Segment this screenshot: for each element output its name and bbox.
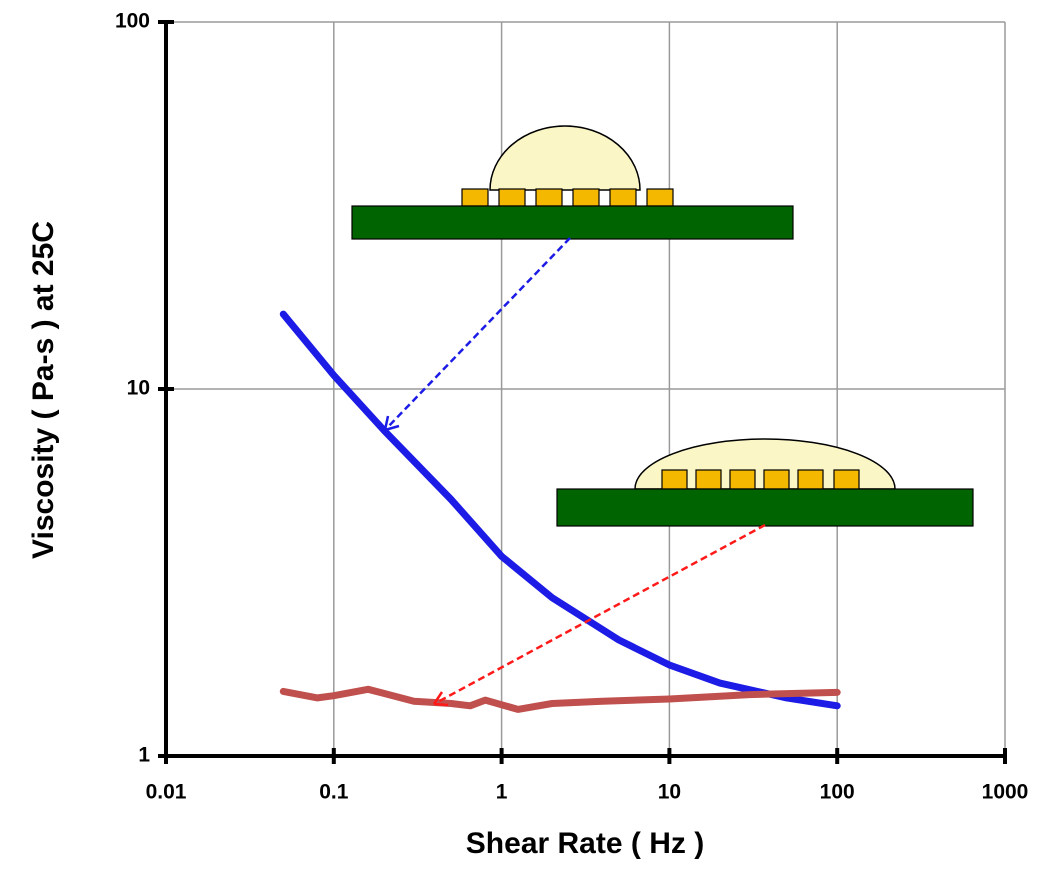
arrows — [383, 237, 766, 707]
data-line — [279, 310, 841, 710]
x-tick-label: 1000 — [982, 781, 1029, 804]
x-tick-label: 0.01 — [146, 781, 187, 804]
x-tick-label: 1 — [496, 781, 508, 804]
plot-area: 0.01 0.1 1 10 100 1000 1 10 100 — [115, 10, 1028, 804]
y-tick-label: 100 — [115, 10, 150, 33]
illustration-low-viscosity — [556, 438, 974, 527]
y-tick-label: 10 — [127, 377, 150, 400]
x-tick-label: 0.1 — [319, 781, 349, 804]
illustration-high-viscosity — [351, 125, 794, 240]
x-axis-title: Shear Rate ( Hz ) — [466, 827, 704, 860]
x-tick-label: 10 — [658, 781, 681, 804]
data-line — [279, 685, 841, 713]
y-tick-label: 1 — [138, 744, 150, 767]
y-axis-title: Viscosity ( Pa-s ) at 25C — [27, 221, 60, 559]
x-tick-label: 100 — [820, 781, 855, 804]
